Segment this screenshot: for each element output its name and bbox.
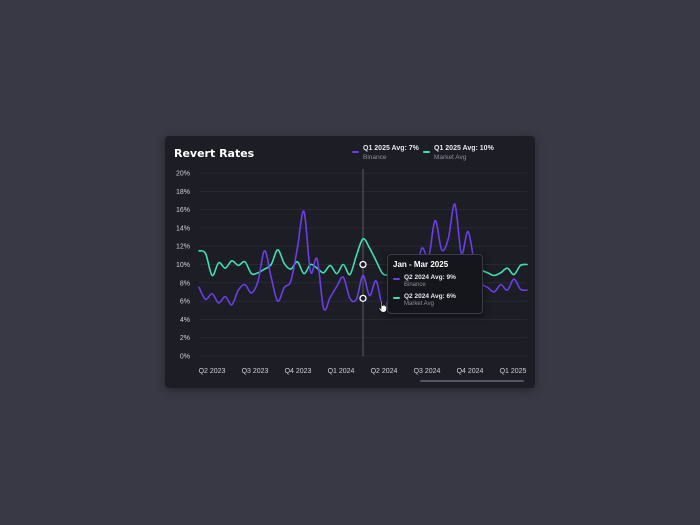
legend-label: Q1 2025 Avg: 7% [363, 145, 419, 152]
hand-pointer-icon [378, 300, 387, 313]
hover-point [359, 294, 367, 303]
y-tick-label: 20% [176, 171, 190, 178]
y-tick-label: 10% [176, 262, 190, 269]
y-tick-label: 16% [176, 207, 190, 214]
x-tick-label: Q1 2024 [328, 368, 355, 375]
y-axis: 0% 2% 4% 6% 8% 10% 12% 14% 16% 18% 20% [176, 171, 190, 361]
x-tick-label: Q3 2023 [242, 368, 269, 375]
legend-series-name: Market Avg [434, 154, 467, 161]
chart-card: Revert Rates Q1 2025 Avg: 7% Binance Q1 … [165, 136, 535, 388]
x-axis: Q2 2023 Q3 2023 Q4 2023 Q1 2024 Q2 2024 Q3 20… [199, 368, 527, 375]
tooltip-swatch-market-avg [393, 297, 400, 299]
x-tick-label: Q4 2023 [285, 368, 312, 375]
tooltip-swatch-binance [393, 278, 400, 280]
legend-series-name: Binance [363, 154, 387, 161]
tooltip-row-label: Q2 2024 Avg: 6% [404, 293, 456, 300]
y-tick-label: 4% [180, 317, 190, 324]
x-tick-label: Q4 2024 [457, 368, 484, 375]
legend-item-market-avg[interactable]: Q1 2025 Avg: 10% Market Avg [423, 145, 495, 165]
legend-swatch-binance [352, 151, 359, 153]
y-tick-label: 18% [176, 189, 190, 196]
y-tick-label: 6% [180, 299, 190, 306]
x-tick-label: Q2 2024 [371, 368, 398, 375]
y-tick-label: 0% [180, 354, 190, 361]
chart-tooltip: Jan - Mar 2025 Q2 2024 Avg: 9% Binance Q… [387, 254, 483, 314]
y-tick-label: 12% [176, 244, 190, 251]
x-tick-label: Q3 2024 [414, 368, 441, 375]
hover-point [359, 260, 367, 269]
x-tick-label: Q1 2025 [500, 368, 527, 375]
tooltip-row-label: Q2 2024 Avg: 9% [404, 274, 456, 281]
tooltip-title: Jan - Mar 2025 [393, 260, 449, 269]
horizontal-scrollbar[interactable] [420, 380, 524, 382]
y-tick-label: 14% [176, 225, 190, 232]
hover-points [359, 260, 367, 303]
x-tick-label: Q2 2023 [199, 368, 226, 375]
y-tick-label: 2% [180, 335, 190, 342]
legend-item-binance[interactable]: Q1 2025 Avg: 7% Binance [352, 145, 420, 165]
tooltip-row-series: Binance [404, 282, 426, 288]
legend-label: Q1 2025 Avg: 10% [434, 145, 494, 152]
series-line-binance[interactable] [198, 203, 528, 311]
chart-title: Revert Rates [174, 147, 255, 160]
tooltip-row-series: Market Avg [404, 301, 434, 307]
legend-swatch-market-avg [423, 151, 430, 153]
y-tick-label: 8% [180, 280, 190, 287]
